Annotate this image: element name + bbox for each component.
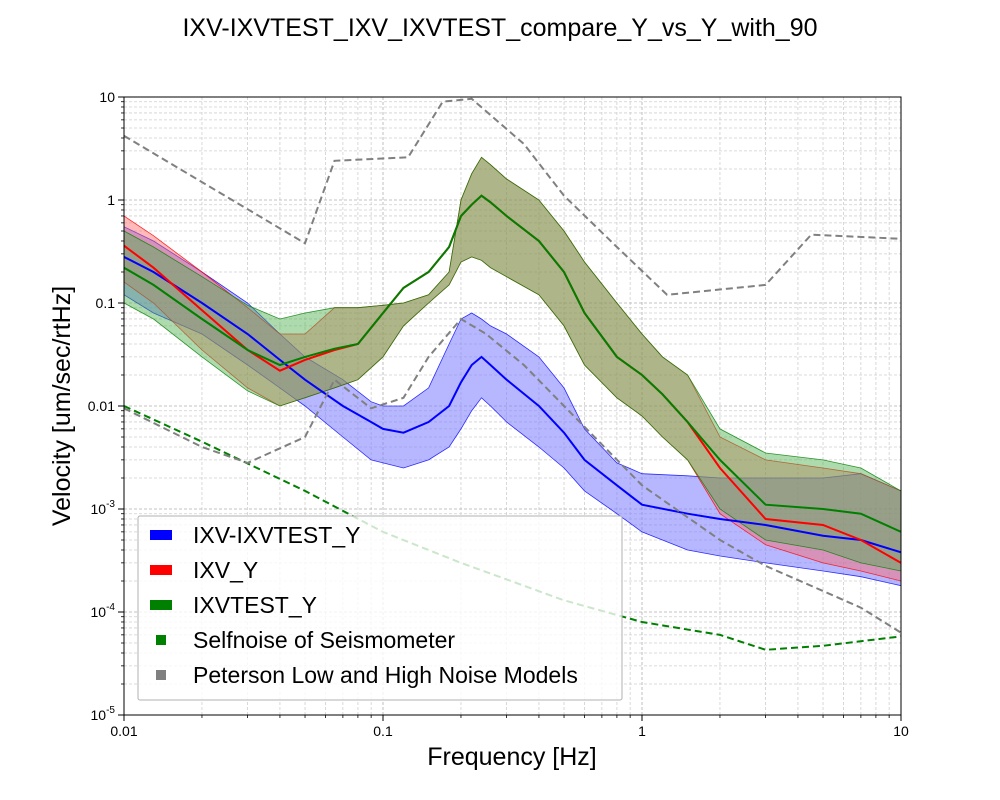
legend-swatch bbox=[150, 565, 172, 575]
y-tick-label: 10 bbox=[99, 89, 115, 105]
legend-swatch bbox=[150, 600, 172, 610]
y-axis-label: Velocity [um/sec/rtHz] bbox=[48, 286, 76, 526]
y-tick-base: 10 bbox=[91, 501, 107, 517]
legend-box bbox=[137, 515, 623, 701]
x-tick-label: 0.1 bbox=[373, 723, 393, 739]
y-tick-base: 10 bbox=[91, 604, 107, 620]
y-tick-label: 10-5 bbox=[91, 705, 116, 723]
chart-title: IXV-IXVTEST_IXV_IXVTEST_compare_Y_vs_Y_w… bbox=[182, 14, 817, 42]
legend-label: Peterson Low and High Noise Models bbox=[193, 662, 578, 688]
model-line-selfnoise-of-seismometer bbox=[124, 405, 901, 651]
y-tick-exponent: -5 bbox=[106, 705, 115, 716]
legend: IXV-IXVTEST_Y IXV_Y IXVTEST_Y Selfnoise of … bbox=[137, 515, 623, 701]
legend-swatch bbox=[150, 530, 172, 540]
y-tick-exponent: -3 bbox=[106, 499, 115, 510]
legend-label: IXV_Y bbox=[193, 557, 258, 583]
line-ixvtest-y bbox=[124, 194, 901, 533]
y-tick-base: 10 bbox=[91, 707, 107, 723]
y-tick-label: 10-4 bbox=[91, 602, 116, 620]
model-line-peterson-low-and-high-noise-models bbox=[124, 97, 901, 296]
line-ixv-ixvtest-y bbox=[124, 256, 901, 554]
legend-label: IXVTEST_Y bbox=[193, 592, 317, 618]
x-tick-label: 0.01 bbox=[110, 723, 137, 739]
plot-series bbox=[124, 97, 901, 651]
y-tick-label: 0.1 bbox=[96, 295, 116, 311]
legend-label: Selfnoise of Seismometer bbox=[193, 627, 455, 653]
legend-swatch bbox=[156, 670, 166, 680]
y-tick-exponent: -4 bbox=[106, 602, 115, 613]
band-ixv-ixvtest-y bbox=[124, 226, 901, 587]
model-line-peterson-low-and-high-noise-models bbox=[124, 317, 901, 634]
legend-swatch bbox=[156, 635, 166, 645]
x-tick-label: 10 bbox=[893, 723, 909, 739]
y-tick-label: 1 bbox=[107, 192, 115, 208]
legend-label: IXV-IXVTEST_Y bbox=[193, 522, 360, 548]
y-tick-label: 10-3 bbox=[91, 499, 116, 517]
band-ixvtest-y bbox=[124, 156, 901, 572]
x-axis-label: Frequency [Hz] bbox=[427, 743, 597, 771]
y-tick-label: 0.01 bbox=[88, 398, 115, 414]
x-tick-label: 1 bbox=[638, 723, 646, 739]
